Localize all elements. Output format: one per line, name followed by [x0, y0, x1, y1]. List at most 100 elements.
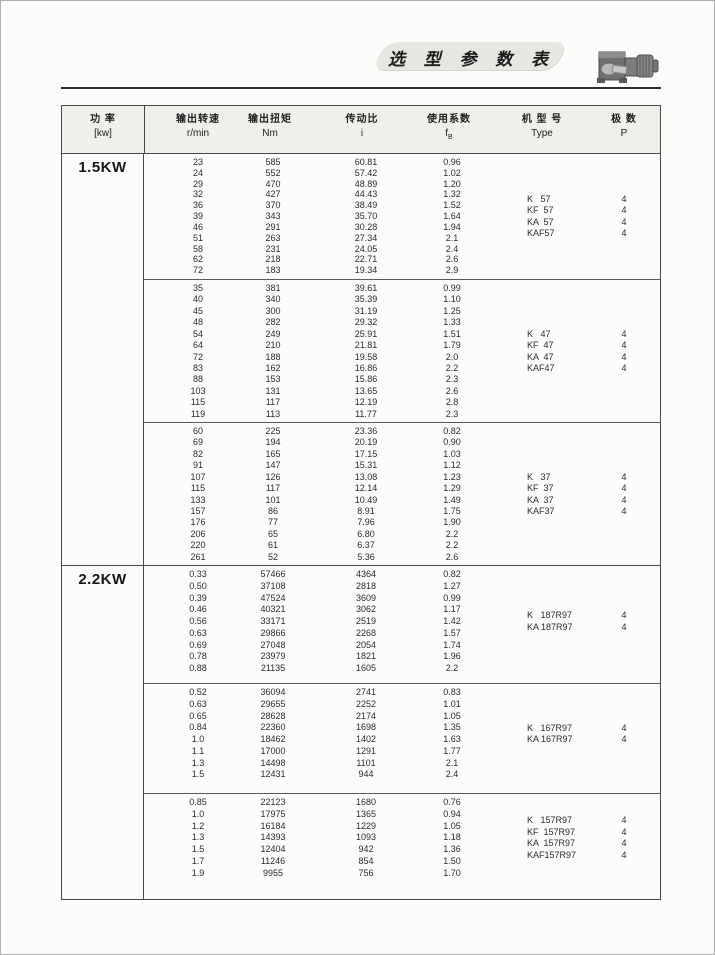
table-row: 64 210 21.81 1.79 [144, 340, 660, 351]
cell-type-area [466, 651, 660, 663]
data-rows: 35 381 39.61 0.99 40 340 35.39 1.10 45 300 31.19 1.… [144, 280, 660, 420]
cell-service-factor: 1.18 [443, 832, 461, 843]
ratio-block: 60 225 23.36 0.82 69 194 20.19 0.90 82 165 17.15 1.… [144, 422, 660, 565]
type-row: K 187R97 4 [527, 610, 660, 622]
cell-type-area [466, 409, 660, 420]
cell-ratio: 1291 [355, 745, 377, 756]
cell-type-area [466, 168, 660, 179]
table-row: 115 117 12.14 1.29 [144, 483, 660, 494]
cell-service-factor: 1.10 [443, 294, 461, 305]
type-row: KA 187R97 4 [527, 622, 660, 634]
cell-ratio: 7.96 [357, 517, 375, 528]
cell-service-factor: 1.79 [443, 340, 461, 351]
cell-type-area [466, 374, 660, 385]
table-row: 1.3 14498 1101 2.1 [144, 758, 660, 770]
table-row: 48 282 29.32 1.33 [144, 317, 660, 328]
cell-ratio: 23.36 [354, 426, 378, 436]
cell-output-torque: 183 [265, 265, 281, 276]
cell-output-torque: 17975 [260, 808, 286, 819]
cell-poles: 4 [621, 328, 627, 339]
type-row: K 167R97 4 [527, 723, 660, 735]
power-label: 2.2KW [62, 566, 144, 899]
cell-poles: 4 [621, 815, 627, 826]
cell-service-factor: 2.3 [445, 374, 459, 385]
cell-service-factor: 1.23 [443, 471, 461, 482]
cell-output-torque: 291 [265, 221, 281, 232]
cell-service-factor: 2.8 [445, 397, 459, 408]
cell-service-factor: 1.50 [443, 855, 461, 866]
cell-ratio: 944 [358, 769, 374, 780]
cell-output-speed: 0.52 [189, 687, 207, 697]
cell-service-factor: 2.2 [445, 362, 459, 373]
cell-ratio: 19.58 [354, 351, 378, 362]
cell-model-type: K 47 [527, 328, 551, 339]
cell-output-torque: 194 [265, 437, 281, 448]
cell-service-factor: 1.36 [443, 844, 461, 854]
cell-ratio: 942 [358, 844, 374, 854]
cell-output-torque: 23979 [260, 651, 286, 662]
cell-service-factor: 1.94 [443, 221, 461, 232]
table-row: 0.46 40321 3062 1.17 [144, 604, 660, 616]
table-row: 0.84 22360 1698 1.35 [144, 722, 660, 734]
cell-service-factor: 1.05 [443, 710, 461, 721]
cell-output-torque: 57466 [260, 569, 286, 579]
cell-ratio: 2252 [355, 698, 377, 709]
cell-output-torque: 210 [265, 340, 281, 351]
cell-output-speed: 0.33 [189, 569, 207, 579]
cell-ratio: 2818 [355, 580, 377, 591]
cell-model-type: KF 157R97 [527, 826, 576, 837]
cell-ratio: 1365 [355, 808, 377, 819]
cell-ratio: 6.37 [357, 540, 375, 551]
cell-output-speed: 1.9 [191, 867, 205, 878]
cell-output-speed: 91 [192, 460, 203, 471]
cell-poles: 4 [621, 734, 627, 744]
cell-service-factor: 1.51 [443, 328, 461, 339]
cell-output-torque: 47524 [260, 592, 286, 603]
table-row: 72 188 19.58 2.0 [144, 352, 660, 363]
cell-model-type: K 187R97 [527, 610, 573, 621]
ratio-blocks: 0.33 57466 4364 0.82 0.50 37108 2818 1.27 0.39 47… [144, 566, 660, 899]
cell-output-torque: 162 [265, 362, 281, 373]
cell-service-factor: 1.12 [443, 460, 461, 471]
table-row: 24 552 57.42 1.02 [144, 168, 660, 179]
cell-ratio: 11.77 [355, 408, 377, 419]
cell-output-speed: 54 [192, 328, 203, 339]
cell-output-torque: 470 [265, 178, 281, 189]
cell-service-factor: 1.27 [443, 580, 461, 591]
cell-output-torque: 17000 [260, 745, 286, 756]
cell-poles: 4 [621, 205, 627, 215]
column-header-name: 极 数 [611, 114, 637, 125]
cell-output-speed: 157 [190, 505, 206, 516]
type-list: K 187R97 4 KA 187R97 4 [527, 610, 660, 633]
table-row: 39 343 35.70 1.64 [144, 211, 660, 222]
table-row: 133 101 10.49 1.49 [144, 495, 660, 506]
cell-service-factor: 1.01 [443, 698, 461, 709]
type-row: K 47 4 [527, 329, 660, 341]
selection-parameter-table: 功 率 [kw] 输出转速 r/min 输出扭矩 Nm 传动比 i 使用系数 fB 机 型 号 Typ… [61, 105, 661, 900]
data-rows: 0.85 22123 1680 0.76 1.0 17975 1365 0.94 1.2 1618… [144, 794, 660, 879]
table-row: 0.52 36094 2741 0.83 [144, 687, 660, 699]
type-row: KF 157R97 4 [527, 827, 660, 839]
cell-service-factor: 2.6 [445, 551, 459, 562]
cell-output-speed: 103 [190, 385, 206, 396]
cell-output-speed: 51 [192, 232, 203, 243]
cell-model-type: K 157R97 [527, 815, 573, 826]
cell-service-factor: 1.57 [443, 627, 461, 638]
table-row: 0.56 33171 2519 1.42 [144, 616, 660, 628]
cell-output-torque: 29866 [260, 627, 286, 638]
cell-output-speed: 0.46 [189, 604, 207, 615]
cell-ratio: 10.49 [354, 494, 378, 505]
cell-poles: 4 [621, 471, 627, 482]
cell-type-area [466, 640, 660, 652]
cell-service-factor: 0.99 [443, 283, 461, 293]
cell-type-area [466, 868, 660, 880]
cell-output-speed: 220 [190, 540, 206, 551]
cell-model-type: KF 47 [527, 340, 554, 350]
cell-output-torque: 585 [265, 157, 281, 167]
type-row: KA 37 4 [527, 495, 660, 507]
cell-output-torque: 126 [265, 471, 281, 482]
cell-output-torque: 33171 [260, 616, 286, 626]
cell-type-area [466, 157, 660, 168]
cell-output-speed: 1.5 [191, 769, 205, 780]
cell-service-factor: 1.03 [443, 448, 461, 459]
